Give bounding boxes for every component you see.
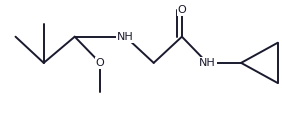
Text: NH: NH <box>117 32 134 42</box>
Text: O: O <box>177 6 186 15</box>
Text: NH: NH <box>199 58 216 68</box>
Text: O: O <box>96 58 105 68</box>
